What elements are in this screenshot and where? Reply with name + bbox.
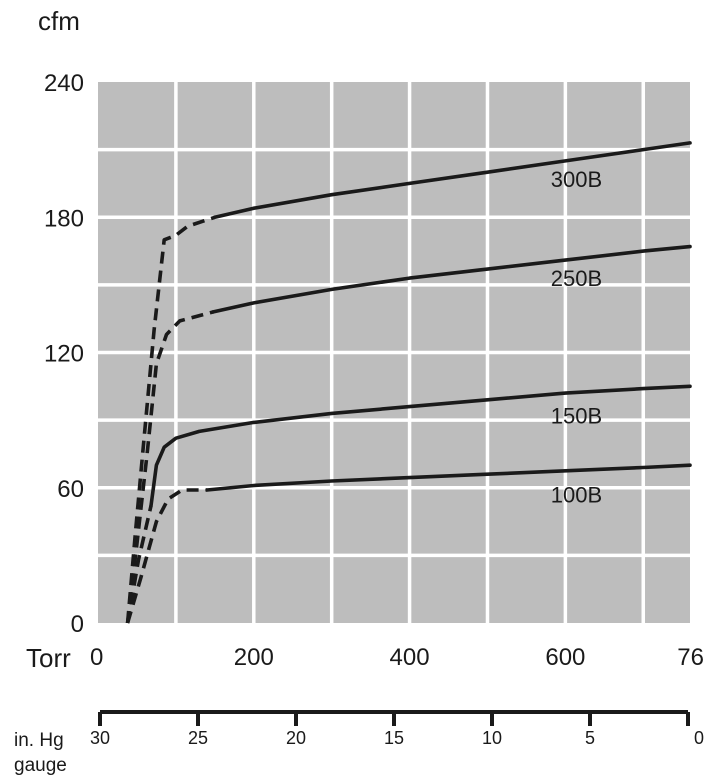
secondary-axis-label-line-2: gauge <box>14 755 67 776</box>
y-tick-label: 180 <box>44 205 84 232</box>
x-axis-label: Torr <box>26 643 71 673</box>
secondary-tick-label: 30 <box>90 728 110 748</box>
y-tick-label: 240 <box>44 70 84 97</box>
secondary-axis-label-line-1: in. Hg <box>14 730 64 751</box>
secondary-x-axis: 30 25 20 15 10 5 0 <box>90 710 704 748</box>
y-axis-label: cfm <box>38 6 80 36</box>
series-300b-line <box>213 141 692 220</box>
secondary-tick-label: 20 <box>286 728 306 748</box>
x-tick-label: 76 <box>677 644 704 671</box>
x-tick-label: 0 <box>90 644 103 671</box>
secondary-tick-label: 5 <box>585 728 595 748</box>
series-100b-line <box>205 463 692 492</box>
y-tick-label: 60 <box>57 476 84 503</box>
series-lines <box>125 141 692 624</box>
x-tick-label: 400 <box>390 644 430 671</box>
grid <box>98 82 690 623</box>
series-label-100b: 100B <box>551 483 602 508</box>
x-ticks: 0 200 400 600 76 <box>90 644 704 671</box>
x-tick-label: 200 <box>234 644 274 671</box>
series-150b-line <box>149 384 692 508</box>
series-label-150b: 150B <box>551 404 602 429</box>
series-250b-line <box>211 244 692 314</box>
secondary-tick-label: 10 <box>482 728 502 748</box>
y-ticks: 0 60 120 180 240 <box>44 70 84 638</box>
series-label-250b: 250B <box>551 266 602 291</box>
series-100b-dashed-line <box>125 488 208 624</box>
secondary-tick-label: 15 <box>384 728 404 748</box>
x-tick-label: 600 <box>545 644 585 671</box>
series-labels: 300B 250B 150B 100B <box>551 167 602 508</box>
series-250b-dashed-line <box>125 310 214 624</box>
series-300b-dashed-line <box>125 215 216 624</box>
y-tick-label: 120 <box>44 341 84 368</box>
y-tick-label: 0 <box>71 611 84 638</box>
series-label-300b: 300B <box>551 167 602 192</box>
secondary-tick-label: 25 <box>188 728 208 748</box>
series-150b-dashed-line <box>125 505 153 624</box>
secondary-tick-label: 0 <box>694 728 704 748</box>
